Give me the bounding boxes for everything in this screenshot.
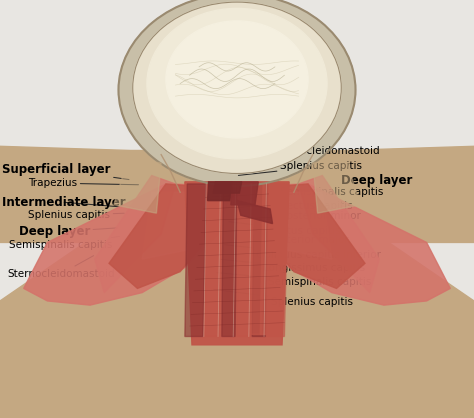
Polygon shape <box>166 150 308 192</box>
Polygon shape <box>294 146 474 242</box>
Polygon shape <box>252 184 268 336</box>
Polygon shape <box>166 150 308 201</box>
Text: Intermediate layer: Intermediate layer <box>2 196 126 209</box>
Text: Semispinalis capitis: Semispinalis capitis <box>217 273 371 287</box>
Ellipse shape <box>166 21 308 138</box>
Text: Semispinalis capitis: Semispinalis capitis <box>237 187 383 197</box>
Polygon shape <box>251 184 264 334</box>
Polygon shape <box>95 176 175 293</box>
Polygon shape <box>185 182 289 345</box>
Text: Obliquus capitis inferior: Obliquus capitis inferior <box>224 245 381 260</box>
Text: Deep layer: Deep layer <box>341 174 413 187</box>
Ellipse shape <box>118 0 356 186</box>
Polygon shape <box>109 184 218 288</box>
Text: Semispinalis capitis: Semispinalis capitis <box>9 237 119 250</box>
Polygon shape <box>299 176 379 293</box>
Polygon shape <box>313 159 360 213</box>
Text: posterior major: posterior major <box>268 235 348 245</box>
Ellipse shape <box>133 2 341 173</box>
Polygon shape <box>222 184 237 336</box>
Text: Deep layer: Deep layer <box>19 225 117 239</box>
Polygon shape <box>256 192 332 259</box>
Text: Longissimus capitis: Longissimus capitis <box>219 259 365 273</box>
Polygon shape <box>24 184 232 305</box>
Text: Rectus capitis: Rectus capitis <box>234 201 352 212</box>
Text: Trapezius: Trapezius <box>28 178 138 188</box>
Polygon shape <box>231 182 258 205</box>
Text: Splenius capitis: Splenius capitis <box>238 161 362 176</box>
Polygon shape <box>270 184 283 334</box>
Text: Splenius capitis: Splenius capitis <box>28 210 124 220</box>
Text: Sternocleidomastoid: Sternocleidomastoid <box>243 146 380 168</box>
Polygon shape <box>256 184 365 288</box>
Polygon shape <box>237 201 273 224</box>
Polygon shape <box>185 184 206 336</box>
Polygon shape <box>142 192 218 259</box>
Polygon shape <box>114 159 161 213</box>
Polygon shape <box>266 184 288 336</box>
Polygon shape <box>237 184 252 336</box>
Text: Superficial layer: Superficial layer <box>2 163 129 180</box>
Polygon shape <box>205 184 222 336</box>
Text: posterior minor: posterior minor <box>280 211 361 221</box>
Text: Rectus capitis: Rectus capitis <box>229 222 340 236</box>
Ellipse shape <box>147 8 327 159</box>
Polygon shape <box>213 182 242 193</box>
Polygon shape <box>260 184 274 334</box>
Polygon shape <box>242 184 450 305</box>
Polygon shape <box>0 146 180 242</box>
Text: Splenius capitis: Splenius capitis <box>214 289 353 307</box>
Polygon shape <box>208 182 232 201</box>
Text: Sternocleidomastoid: Sternocleidomastoid <box>7 256 115 279</box>
Polygon shape <box>0 192 474 418</box>
